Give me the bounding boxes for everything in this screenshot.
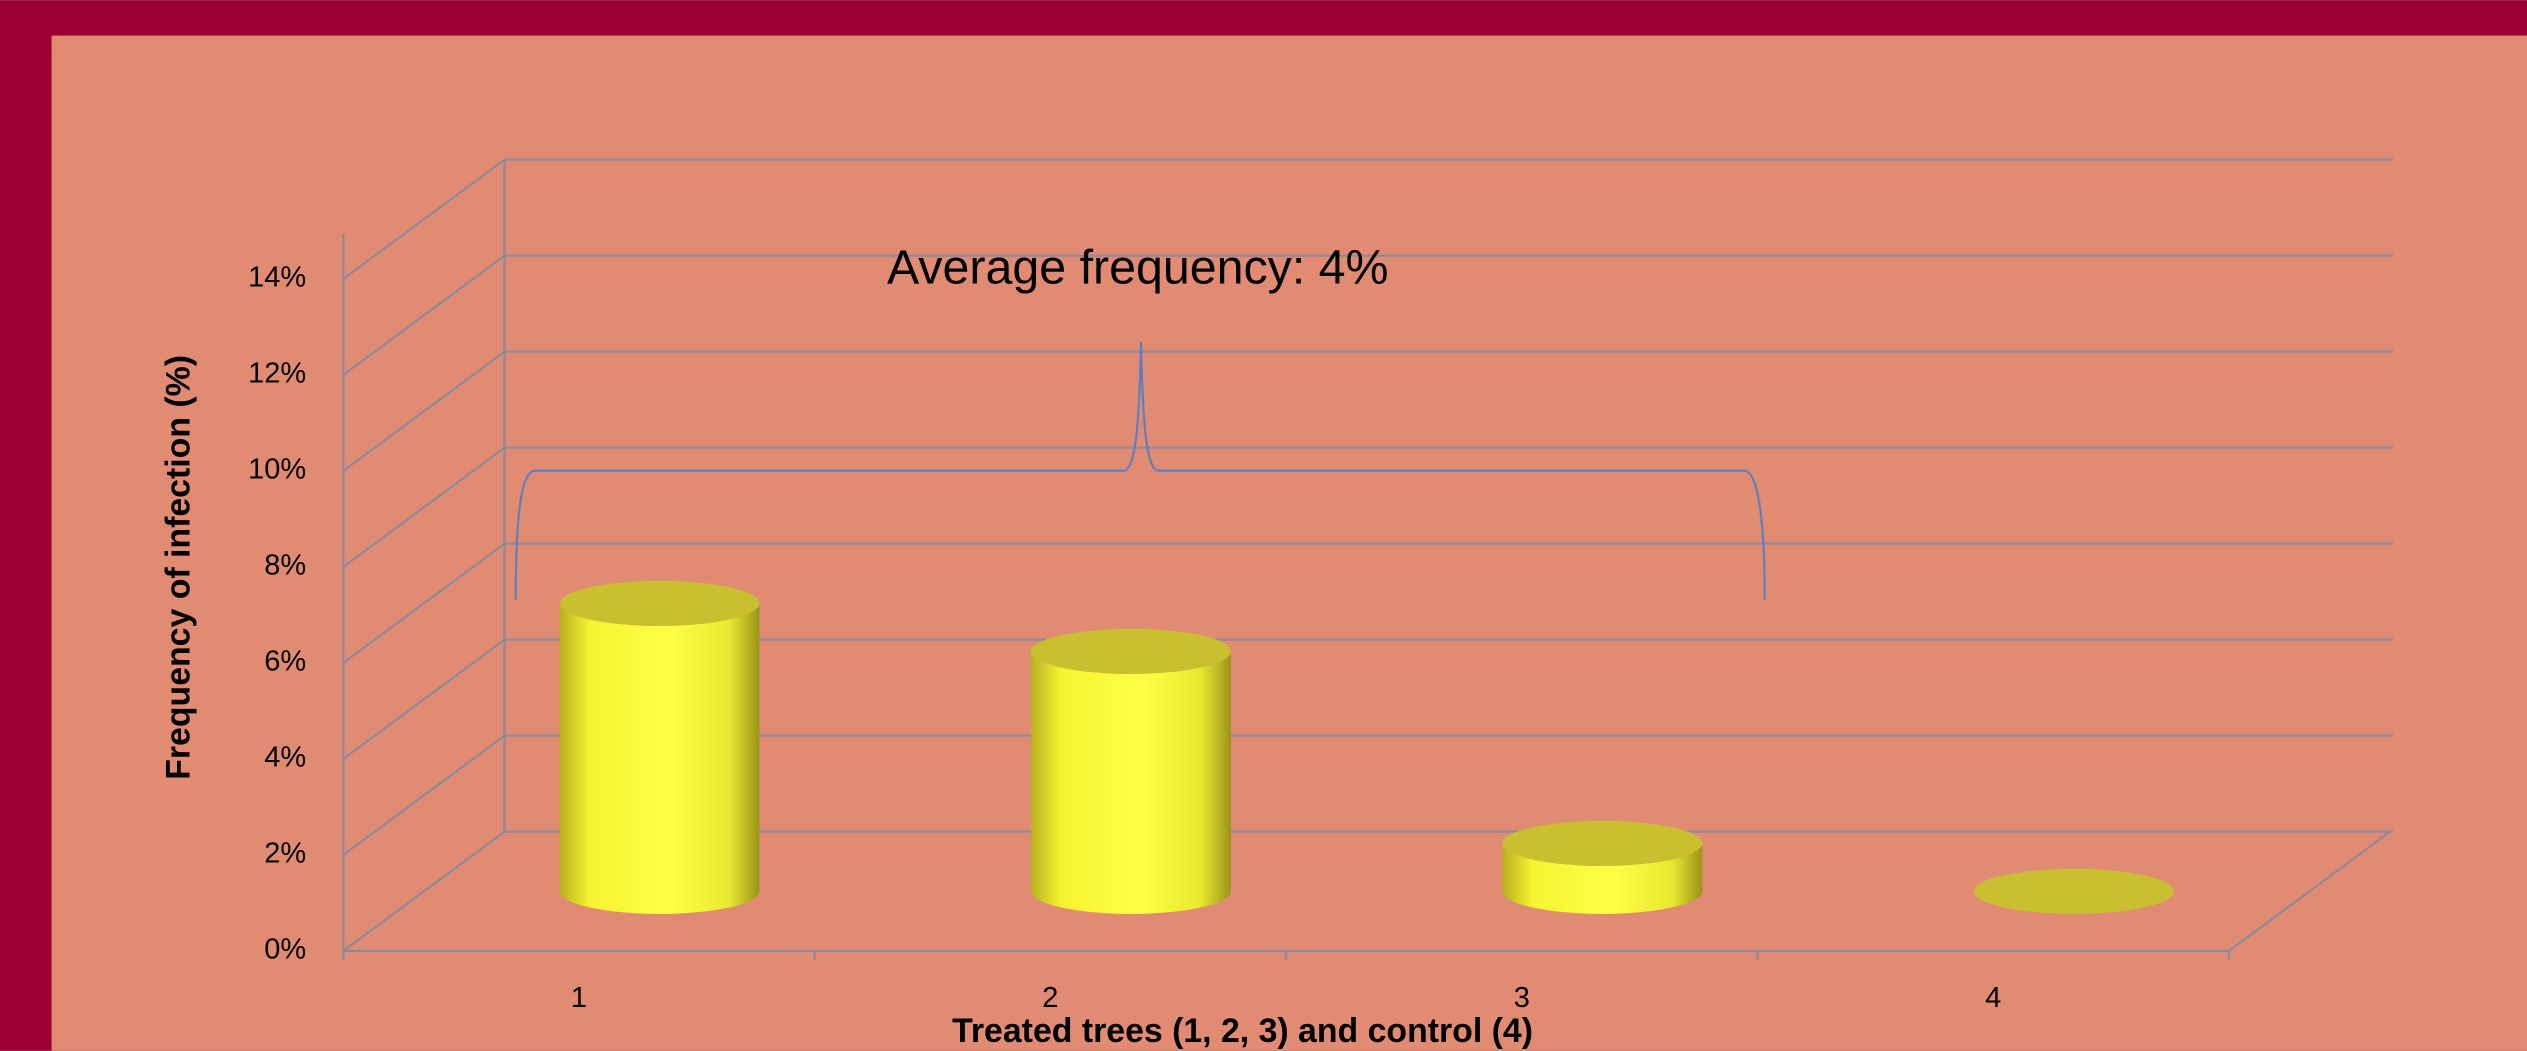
y-tick-label: 8% [264, 550, 306, 582]
brace [514, 341, 1766, 600]
cylinder-top [1973, 868, 2174, 914]
grid-line [342, 254, 2394, 376]
grid-line [342, 350, 2394, 472]
x-tick-label: 1 [571, 982, 587, 1014]
cylinder-body [1031, 651, 1231, 914]
x-tick-label: 2 [1042, 982, 1058, 1014]
cylinder [1031, 628, 1231, 914]
annotation: Average frequency: 4% [887, 241, 1389, 295]
cylinder-body [1502, 843, 1703, 914]
x-tick-label: 3 [1514, 982, 1530, 1014]
cylinder-top [559, 580, 760, 626]
y-tick-label: 10% [248, 454, 306, 486]
grid-line [342, 638, 2394, 760]
x-axis-label: Treated trees (1, 2, 3) and control (4) [952, 1012, 1533, 1050]
y-tick-label: 6% [264, 646, 306, 678]
grid-line [342, 158, 2394, 280]
cylinder [1973, 868, 2174, 914]
cylinder [1502, 820, 1703, 914]
y-tick-label: 12% [248, 358, 306, 390]
cylinder-body [559, 603, 760, 914]
y-tick-label: 0% [264, 934, 306, 966]
grid-line [342, 734, 2394, 856]
cylinder-top [1502, 820, 1703, 866]
y-tick-label: 14% [248, 262, 306, 294]
y-axis-label: Frequency of infection (%) [159, 355, 197, 780]
y-tick-label: 2% [264, 838, 306, 870]
cylinder-top [1031, 628, 1231, 674]
grid-line [342, 830, 2394, 952]
x-tick-label: 4 [1985, 982, 2001, 1014]
cylinder [559, 580, 760, 914]
grid-line [342, 446, 2394, 568]
y-tick-label: 4% [264, 742, 306, 774]
